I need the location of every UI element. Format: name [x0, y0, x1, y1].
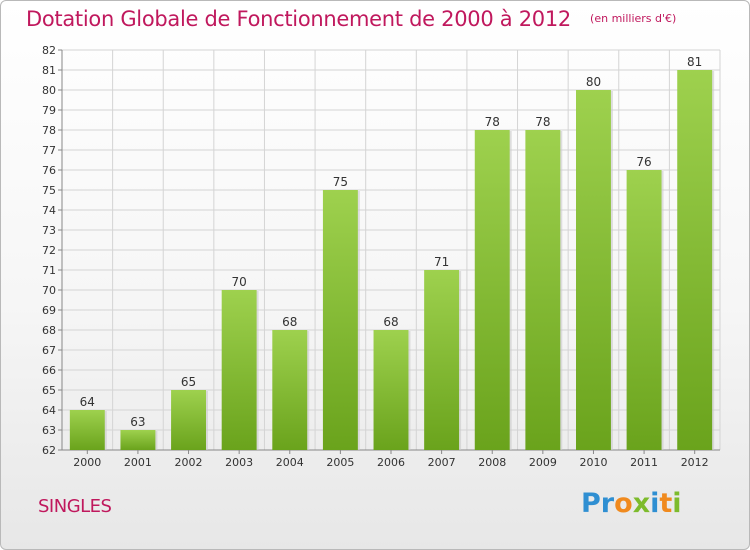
bar-value-label: 65: [181, 375, 196, 389]
y-tick-label: 69: [42, 304, 56, 317]
bar: [575, 90, 611, 450]
data-labels: 64 63 65 70 68 75 68 71 78 78 80 76 81: [80, 55, 703, 429]
y-tick-label: 70: [42, 284, 56, 297]
y-tick-label: 64: [42, 404, 56, 417]
bar-value-label: 71: [434, 255, 449, 269]
bar-value-label: 78: [485, 115, 500, 129]
bar-value-label: 63: [130, 415, 145, 429]
y-tick-label: 80: [42, 84, 56, 97]
x-tick-label: 2009: [529, 456, 557, 469]
y-tick-label: 75: [42, 184, 56, 197]
bar: [474, 130, 510, 450]
x-tick-label: 2007: [428, 456, 456, 469]
commune-name: SINGLES: [38, 496, 112, 517]
y-tick-label: 72: [42, 244, 56, 257]
logo-letter: i: [672, 488, 682, 519]
x-tick-label: 2004: [276, 456, 304, 469]
y-tick-label: 73: [42, 224, 56, 237]
chart-subtitle: (en milliers d'€): [590, 12, 677, 25]
y-tick-label: 68: [42, 324, 56, 337]
logo-letter: t: [659, 488, 673, 519]
bar: [221, 290, 257, 450]
x-tick-label: 2001: [124, 456, 152, 469]
x-tick-label: 2000: [73, 456, 101, 469]
bar-value-label: 80: [586, 75, 601, 89]
bar-value-label: 81: [687, 55, 702, 69]
y-tick-label: 82: [42, 44, 56, 57]
chart-title: Dotation Globale de Fonctionnement de 20…: [26, 7, 571, 31]
y-tick-label: 79: [42, 104, 56, 117]
logo-letter: P: [581, 488, 601, 519]
y-tick-label: 74: [42, 204, 56, 217]
bar: [120, 430, 156, 450]
axes: 62 63 64 65 66 67 68 69 70 71 72 73 74 75 76 77 78 79 80 81…: [42, 44, 720, 469]
x-tick-label: 2002: [175, 456, 203, 469]
y-tick-label: 71: [42, 264, 56, 277]
x-tick-label: 2003: [225, 456, 253, 469]
x-tick-label: 2011: [630, 456, 658, 469]
bar: [525, 130, 561, 450]
logo-letter: i: [650, 488, 660, 519]
bar-value-label: 76: [636, 155, 651, 169]
bar: [171, 390, 207, 450]
y-tick-label: 76: [42, 164, 56, 177]
bar: [373, 330, 409, 450]
bar: [322, 190, 358, 450]
y-tick-label: 65: [42, 384, 56, 397]
y-tick-label: 77: [42, 144, 56, 157]
y-tick-label: 78: [42, 124, 56, 137]
logo-letter: x: [632, 488, 651, 519]
bar-value-label: 70: [232, 275, 247, 289]
logo-letter: r: [600, 488, 615, 519]
bar: [677, 70, 713, 450]
bar-value-label: 78: [535, 115, 550, 129]
y-tick-label: 62: [42, 444, 56, 457]
bar-value-label: 68: [383, 315, 398, 329]
bar: [626, 170, 662, 450]
bar: [424, 270, 460, 450]
x-tick-label: 2005: [326, 456, 354, 469]
proxiti-logo[interactable]: Proxiti: [581, 488, 682, 519]
bar: [69, 410, 105, 450]
chart-title-block: Dotation Globale de Fonctionnement de 20…: [26, 7, 676, 31]
y-tick-label: 81: [42, 64, 56, 77]
bars: [69, 70, 715, 450]
x-tick-label: 2006: [377, 456, 405, 469]
logo-letter: o: [614, 488, 633, 519]
x-tick-label: 2012: [681, 456, 709, 469]
x-tick-label: 2010: [579, 456, 607, 469]
y-tick-label: 63: [42, 424, 56, 437]
bar-value-label: 68: [282, 315, 297, 329]
y-tick-label: 67: [42, 344, 56, 357]
bar: [272, 330, 308, 450]
bar-value-label: 75: [333, 175, 348, 189]
y-tick-label: 66: [42, 364, 56, 377]
bar-value-label: 64: [80, 395, 95, 409]
x-tick-label: 2008: [478, 456, 506, 469]
